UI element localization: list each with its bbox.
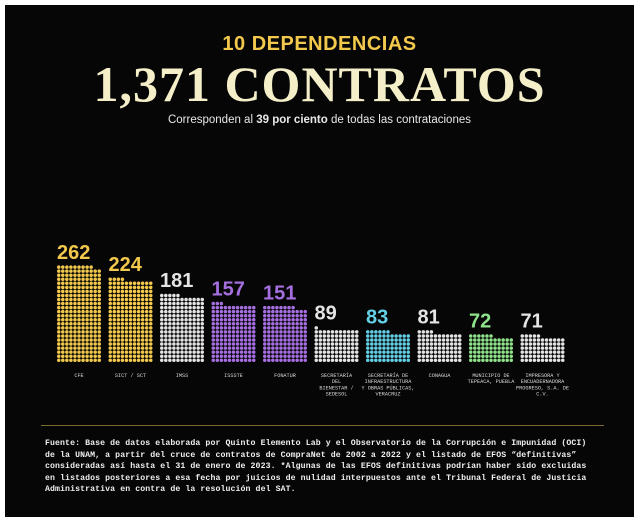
category-label-4: FONATUR (274, 373, 296, 379)
dot-bar-chart: 262 CFE 224 SICT / SCT 181 IMSS 157 ISSSTE 151 FO… (57, 242, 569, 398)
subtitle-pre: Corresponden al (167, 114, 257, 126)
headline-title: 1,371 CONTRATOS (93, 56, 546, 112)
value-label-1: 224 (109, 254, 143, 276)
bar-8 (469, 334, 513, 362)
category-label-1: SICT / SCT (115, 373, 146, 379)
value-label-7: 81 (418, 307, 440, 329)
divider-rule (41, 425, 604, 426)
infographic-panel: 10 DEPENDENCIAS 1,371 CONTRATOS Correspo… (5, 5, 634, 517)
value-label-2: 181 (160, 270, 193, 292)
value-label-9: 71 (521, 311, 543, 333)
subtitle: Corresponden al 39 por ciento de todas l… (5, 114, 634, 126)
source-note: Fuente: Base de datos elaborada por Quin… (45, 439, 587, 495)
bar-3 (211, 301, 256, 362)
subtitle-bold: 39 por ciento (256, 114, 328, 126)
bar-5 (314, 326, 359, 362)
kicker-title: 10 DEPENDENCIAS (222, 33, 417, 55)
category-label-0: CFE (74, 373, 83, 379)
value-label-4: 151 (263, 282, 296, 304)
value-label-6: 83 (366, 307, 388, 329)
category-label-2: IMSS (176, 373, 188, 379)
bar-4 (263, 305, 307, 362)
category-label-6: SECRETARÍA DE INFRAESTRUCTURA Y OBRAS PÚBL… (362, 372, 415, 398)
bar-7 (417, 330, 462, 362)
category-label-5: SECRETARÍA DEL BIENESTAR / SEDESOL (319, 372, 353, 398)
category-label-7: CONAGUA (429, 373, 452, 379)
bar-9 (520, 334, 565, 362)
value-label-5: 89 (315, 303, 337, 325)
bar-6 (366, 330, 410, 362)
bar-0 (57, 265, 101, 362)
value-label-3: 157 (212, 278, 245, 300)
category-label-8: MUNICIPIO DE TEPEACA, PUEBLA (468, 373, 516, 385)
category-label-9: IMPRESORA Y ENCUADERNADORA PROGRESO, S.A. … (516, 373, 569, 398)
value-label-0: 262 (57, 242, 90, 264)
category-label-3: ISSSTE (224, 373, 243, 379)
bar-2 (160, 293, 204, 362)
subtitle-post: de todas las contrataciones (327, 114, 471, 126)
bar-1 (108, 277, 153, 362)
value-label-8: 72 (469, 311, 491, 333)
